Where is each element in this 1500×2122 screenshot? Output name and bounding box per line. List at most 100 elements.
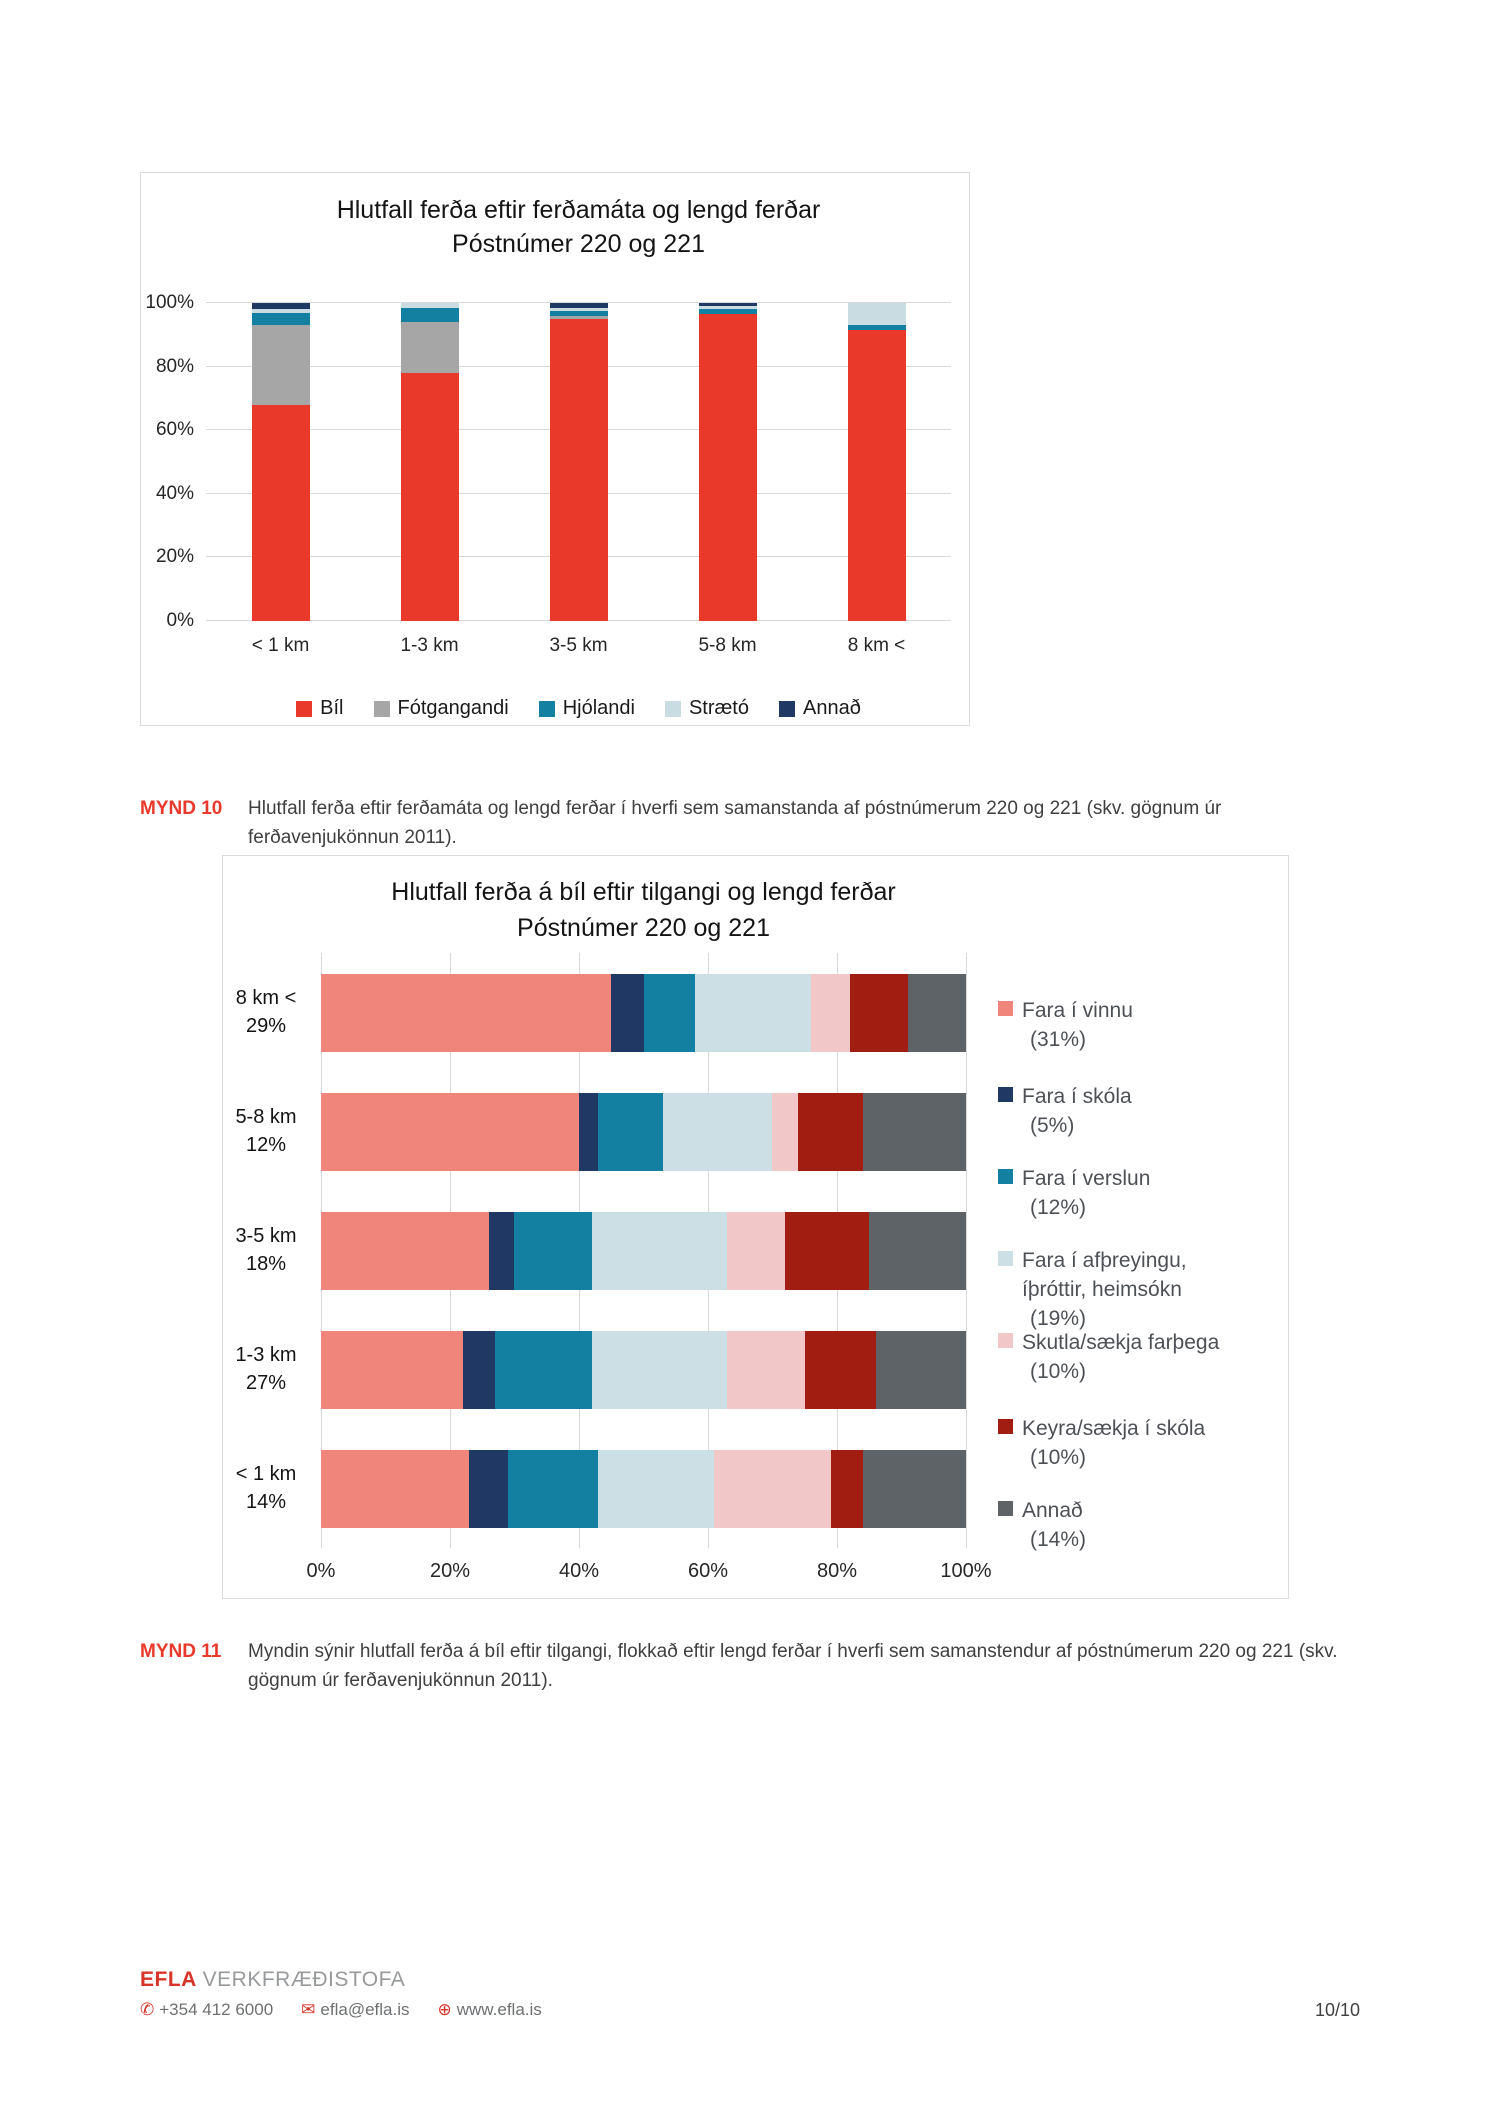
bar-segment-Fara í afþreyingu, íþróttir, heimsókn [591,1330,728,1409]
bar-segment-Annað [907,973,966,1052]
bar-segment-Fótgangandi [400,322,459,373]
stacked-bar-< 1 km [321,1449,966,1528]
bar-slot [206,303,355,621]
bar-segment-Keyra/sækja í skóla [830,1449,863,1528]
legend-label: Fótgangandi [397,697,509,719]
bar-slot [653,303,802,621]
legend-item-Hjólandi: Hjólandi [538,697,635,720]
gridline [206,302,951,303]
legend-label: Fara í vinnu (31%) [1022,996,1248,1054]
caption-label: MYND 10 [140,798,223,819]
bar-slot [355,303,504,621]
page-number: 10/10 [1314,2000,1360,2020]
y-axis-tick: 40% [155,482,194,504]
y-axis-category: < 1 km 14% [223,1460,309,1516]
legend-item-Skutla/sækja farþega: Skutla/sækja farþega (10%) [998,1328,1248,1386]
bar-segment-Keyra/sækja í skóla [849,973,908,1052]
x-axis-tick: 40% [558,1560,600,1582]
legend-item-Strætó: Strætó [664,697,749,720]
legend-percent: (14%) [1030,1528,1087,1551]
bar-segment-Fara í afþreyingu, íþróttir, heimsókn [598,1449,715,1528]
footer-phone: ✆ +354 412 6000 [140,2000,273,2020]
x-axis-tick: 60% [687,1560,729,1582]
bars-container [206,303,951,621]
envelope-icon: ✉ [301,2000,316,2019]
y-axis-category: 8 km < 29% [223,984,309,1040]
legend-swatch [998,1333,1013,1348]
rows-container [321,953,966,1548]
bar-segment-Fara í verslun [508,1449,599,1528]
stacked-bar-8 km < [847,303,906,621]
chart1-x-axis-labels: < 1 km 1-3 km 3-5 km 5-8 km 8 km < [206,635,951,657]
y-axis-category: 5-8 km 12% [223,1103,309,1159]
stacked-bar-3-5 km [321,1211,966,1290]
bar-segment-Fara í verslun [495,1330,592,1409]
bar-row [321,1191,966,1310]
chart1-legend: Bíl Fótgangandi Hjólandi Strætó Annað [206,697,951,720]
bar-segment-Hjólandi [400,307,459,323]
category-share: 12% [245,1134,287,1156]
chart2-x-axis-labels: 0% 20% 40% 60% 80% 100% [307,1560,992,1586]
footer-website: ⊕ www.efla.is [438,2000,542,2020]
chart1-plot-area: 0% 20% 40% 60% 80% 100% [145,292,951,631]
bar-segment-Annað [698,303,757,307]
legend-swatch [296,700,313,717]
legend-label: Hjólandi [562,697,635,719]
x-axis-tick: 0% [306,1560,336,1582]
caption-label: MYND 11 [140,1641,222,1662]
globe-icon: ⊕ [437,2000,452,2019]
bar-segment-Fara í skóla [469,1449,509,1528]
category-name: < 1 km [235,1463,297,1485]
bar-row [321,1429,966,1548]
legend-swatch [998,1087,1013,1102]
legend-label: Annað (14%) [1022,1496,1248,1554]
x-axis-category: 5-8 km [698,635,757,656]
bar-segment-Strætó [251,309,310,313]
legend-label: Skutla/sækja farþega (10%) [1022,1328,1248,1386]
y-axis-tick: 80% [155,355,194,377]
bar-segment-Fara í vinnu [321,1092,579,1171]
bar-segment-Fara í vinnu [321,1211,489,1290]
bar-segment-Skutla/sækja farþega [727,1211,786,1290]
bar-segment-Fara í verslun [514,1211,592,1290]
legend-name: Fara í vinnu [1022,999,1133,1022]
x-axis-tick: 100% [940,1560,992,1582]
gridline [966,953,967,1548]
bar-segment-Annað [869,1211,966,1290]
legend-item-Fara í afþreyingu, íþróttir, heimsókn: Fara í afþreyingu, íþróttir, heimsókn (19… [998,1246,1248,1333]
bar-segment-Skutla/sækja farþega [811,973,850,1052]
legend-name: Keyra/sækja í skóla [1022,1417,1206,1440]
bar-segment-Hjólandi [251,312,310,326]
bar-segment-Keyra/sækja í skóla [785,1211,870,1290]
bar-segment-Skutla/sækja farþega [714,1449,831,1528]
legend-swatch [998,1001,1013,1016]
bar-segment-Keyra/sækja í skóla [798,1092,863,1171]
bar-segment-Skutla/sækja farþega [727,1330,805,1409]
footer-contacts: ✆ +354 412 6000 ✉ efla@efla.is ⊕ www.efla.i… [140,2000,542,2020]
y-axis-tick: 100% [145,292,194,313]
bar-row [321,1072,966,1191]
bar-segment-Annað [862,1449,966,1528]
stacked-bar-8 km < [321,973,966,1052]
stacked-bar-1-3 km [400,303,459,621]
legend-item-Fótgangandi: Fótgangandi [373,697,509,720]
legend-label: Fara í afþreyingu, íþróttir, heimsókn (19… [1022,1246,1248,1333]
figure-caption-mynd11: MYND 11 Myndin sýnir hlutfall ferða á bí… [140,1637,1370,1695]
bar-segment-Skutla/sækja farþega [772,1092,799,1171]
bar-segment-Fótgangandi [251,325,310,405]
footer-email: ✉ efla@efla.is [301,2000,409,2020]
category-name: 8 km < [235,987,297,1009]
y-axis-category: 3-5 km 18% [223,1222,309,1278]
bar-segment-Fara í verslun [598,1092,663,1171]
legend-name: Skutla/sækja farþega [1022,1331,1220,1354]
legend-swatch [373,700,390,717]
phone-number: +354 412 6000 [159,2000,274,2019]
legend-name: Fara í afþreyingu, íþróttir, heimsókn [1022,1249,1187,1301]
bar-segment-Bíl [251,404,310,621]
bar-segment-Fara í skóla [462,1330,496,1409]
x-axis-category: 8 km < [847,635,906,656]
bar-segment-Fara í skóla [579,1092,599,1171]
legend-percent: (12%) [1030,1196,1087,1219]
legend-label: Strætó [688,697,749,719]
x-axis-tick: 80% [816,1560,858,1582]
